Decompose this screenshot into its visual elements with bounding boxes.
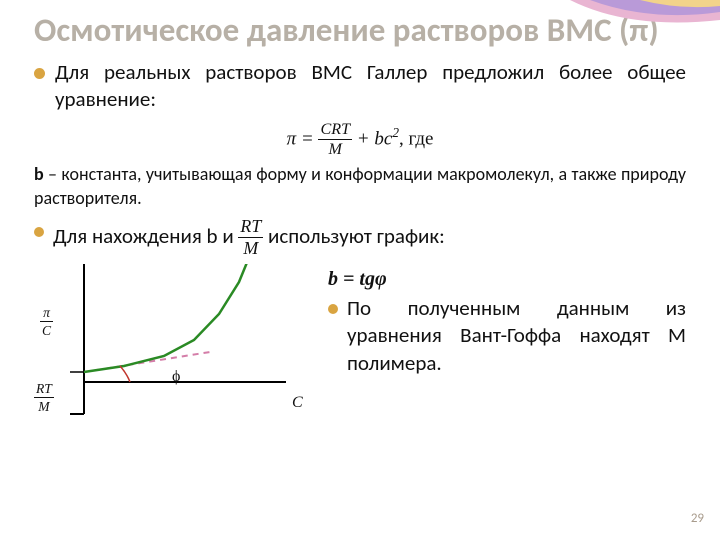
note-b: b — [34, 163, 44, 185]
eq-frac1: CRTM — [318, 122, 352, 158]
eq-exp: 2 — [392, 125, 399, 140]
page-number: 29 — [691, 511, 704, 526]
phi-label: ϕ — [172, 368, 180, 386]
bullet-dot — [34, 68, 45, 79]
main-equation: π = CRTM + bc2, где — [34, 122, 686, 158]
eq-plus: + — [352, 128, 374, 149]
y-axis-label-top: πC — [40, 306, 53, 337]
curve — [84, 264, 248, 372]
eq-b: b — [374, 128, 384, 149]
bullet-dot — [328, 304, 338, 314]
inline-frac: RTM — [238, 218, 263, 258]
chart-svg — [34, 264, 314, 424]
bullet-2-text: Для нахождения b и RTM используют график… — [53, 218, 686, 258]
y-axis-label-bottom: RTM — [34, 382, 54, 413]
eq-tail: , где — [399, 128, 433, 149]
c-axis-label: C — [292, 394, 303, 412]
bullet-3-text: По полученным данным из уравнения Вант-Г… — [347, 295, 686, 377]
chart: πC RTM ϕ C — [34, 264, 314, 429]
bullet-3: По полученным данным из уравнения Вант-Г… — [328, 295, 686, 377]
bullet-1: Для реальных растворов ВМС Галлер предло… — [34, 59, 686, 114]
slide-title: Осмотическое давление растворов ВМС (π) — [34, 12, 686, 49]
b-tg-equation: b = tgφ — [328, 268, 686, 291]
bullet-2: Для нахождения b и RTM используют график… — [34, 218, 686, 258]
eq-eq: = — [296, 128, 318, 149]
bullet-dot — [34, 227, 44, 237]
constant-note: b – константа, учитывающая форму и конфо… — [34, 162, 686, 211]
bullet-1-text: Для реальных растворов ВМС Галлер предло… — [55, 59, 686, 114]
eq-pi: π — [287, 128, 297, 149]
angle-arc — [120, 366, 130, 382]
note-rest: – константа, учитывающая форму и конформ… — [34, 163, 686, 209]
